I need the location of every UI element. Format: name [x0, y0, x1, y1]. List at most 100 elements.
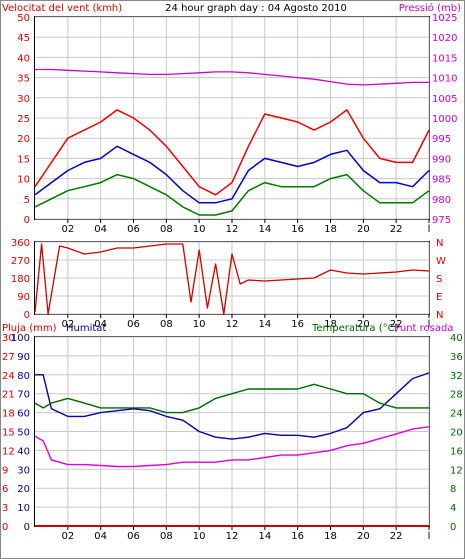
temperature-y-tick-label: 36 — [450, 352, 463, 363]
wind-x-tick-label: 02 — [61, 224, 74, 235]
humidity-x-tick-label: 16 — [291, 531, 304, 542]
wind-y-tick-label: 25 — [17, 114, 30, 125]
humidity-axis-title: Humitat — [66, 323, 106, 334]
wind-x-tick-label: 16 — [291, 224, 304, 235]
chart-title: 24 hour graph day : 04 Agosto 2010 — [165, 3, 347, 14]
direction-x-tick-label: 14 — [258, 319, 271, 330]
wind-avg-line — [34, 145, 430, 204]
direction-x-tick-label: 22 — [390, 319, 403, 330]
pressure-line — [35, 68, 429, 86]
direction-compass-label: S — [436, 274, 442, 285]
wind-x-tick-label: 08 — [160, 224, 173, 235]
humidity-x-tick-label: 08 — [160, 531, 173, 542]
pressure-y-tick-label: 995 — [432, 134, 451, 145]
wind-x-tick-label: 06 — [127, 224, 140, 235]
humidity-x-tick-label: 10 — [193, 531, 206, 542]
humidity-y-tick-label: 50 — [17, 428, 30, 439]
wind-y-tick-label: 45 — [17, 33, 30, 44]
humidity-y-tick-label: 60 — [17, 409, 30, 420]
rain-y-tick-label: 21 — [2, 390, 15, 401]
humidity-x-tick-label: 06 — [127, 531, 140, 542]
rain-y-tick-label: 15 — [2, 428, 15, 439]
direction-x-tick-label: 10 — [193, 319, 206, 330]
direction-x-tick-label: 06 — [127, 319, 140, 330]
wind-x-tick-label: 14 — [258, 224, 271, 235]
wind-y-tick-label: 20 — [17, 134, 30, 145]
temperature-axis-title: Temperatura (°C) — [311, 323, 399, 334]
pressure-y-tick-label: 1025 — [432, 13, 457, 24]
direction-line — [34, 243, 430, 315]
wind-y-tick-label: 15 — [17, 154, 30, 165]
dewpoint-axis-title: Punt rosada — [394, 323, 453, 334]
humidity-y-tick-label: 40 — [17, 446, 30, 457]
rain-y-tick-label: 0 — [2, 522, 8, 533]
direction-x-tick-label: l — [428, 319, 431, 330]
temperature-y-tick-label: 8 — [450, 484, 456, 495]
pressure-y-tick-label: 980 — [432, 195, 451, 206]
humidity-y-tick-label: 20 — [17, 484, 30, 495]
pressure-y-tick-label: 1005 — [432, 94, 457, 105]
temperature-y-tick-label: 0 — [450, 522, 456, 533]
humidity-y-tick-label: 0 — [24, 522, 30, 533]
direction-x-tick-label: 02 — [61, 319, 74, 330]
pressure-y-tick-label: 1020 — [432, 33, 457, 44]
humidity-x-tick-label: 02 — [61, 531, 74, 542]
humidity-y-tick-label: 30 — [17, 465, 30, 476]
rain-y-tick-label: 9 — [2, 465, 8, 476]
wind-min-line — [34, 173, 430, 216]
direction-y-tick-label: 180 — [11, 274, 30, 285]
wind-y-tick-label: 5 — [24, 195, 30, 206]
humidity-x-tick-label: 04 — [94, 531, 107, 542]
direction-compass-label: W — [436, 256, 446, 267]
humidity-x-tick-label: l — [428, 531, 431, 542]
temperature-y-tick-label: 40 — [450, 333, 463, 344]
rain-y-tick-label: 18 — [2, 409, 15, 420]
humidity-y-tick-label: 100 — [11, 333, 30, 344]
wind-x-tick-label: 12 — [226, 224, 239, 235]
temperature-y-tick-label: 12 — [450, 465, 463, 476]
direction-y-tick-label: 90 — [17, 292, 30, 303]
wind-y-tick-label: 0 — [24, 215, 30, 226]
dewpoint-line — [34, 426, 430, 468]
humidity-x-tick-label: 22 — [390, 531, 403, 542]
temperature-y-tick-label: 28 — [450, 390, 463, 401]
direction-y-tick-label: 270 — [11, 256, 30, 267]
pressure-y-tick-label: 990 — [432, 154, 451, 165]
direction-x-tick-label: 16 — [291, 319, 304, 330]
humidity-y-tick-label: 90 — [17, 352, 30, 363]
direction-x-tick-label: 12 — [226, 319, 239, 330]
wind-x-tick-label: 10 — [193, 224, 206, 235]
pressure-y-tick-label: 985 — [432, 175, 451, 186]
direction-x-tick-label: 20 — [357, 319, 370, 330]
pressure-y-tick-label: 1015 — [432, 53, 457, 64]
temperature-y-tick-label: 4 — [450, 503, 456, 514]
direction-y-tick-label: 360 — [11, 238, 30, 249]
pressure-y-tick-label: 1000 — [432, 114, 457, 125]
rain-y-tick-label: 12 — [2, 446, 15, 457]
direction-compass-label: N — [436, 310, 443, 321]
rain-y-tick-label: 3 — [2, 503, 8, 514]
humidity-y-tick-label: 70 — [17, 390, 30, 401]
direction-x-tick-label: 18 — [324, 319, 337, 330]
humidity-x-tick-label: 12 — [226, 531, 239, 542]
wind-x-tick-label: l — [428, 224, 431, 235]
humidity-y-tick-label: 10 — [17, 503, 30, 514]
wind-y-tick-label: 30 — [17, 94, 30, 105]
temperature-y-tick-label: 24 — [450, 409, 463, 420]
wind-x-tick-label: 04 — [94, 224, 107, 235]
wind-y-tick-label: 35 — [17, 74, 30, 85]
humidity-x-tick-label: 14 — [258, 531, 271, 542]
temperature-y-tick-label: 32 — [450, 371, 463, 382]
humidity-y-tick-label: 80 — [17, 371, 30, 382]
wind-y-tick-label: 40 — [17, 53, 30, 64]
wind-y-tick-label: 10 — [17, 175, 30, 186]
direction-y-tick-label: 0 — [24, 310, 30, 321]
rain-y-tick-label: 30 — [2, 333, 15, 344]
humidity-x-tick-label: 20 — [357, 531, 370, 542]
wind-axis-title: Velocitat del vent (kmh) — [2, 3, 122, 14]
wind-y-tick-label: 50 — [17, 13, 30, 24]
direction-x-tick-label: 08 — [160, 319, 173, 330]
rain-y-tick-label: 24 — [2, 371, 15, 382]
wind-x-tick-label: 22 — [390, 224, 403, 235]
